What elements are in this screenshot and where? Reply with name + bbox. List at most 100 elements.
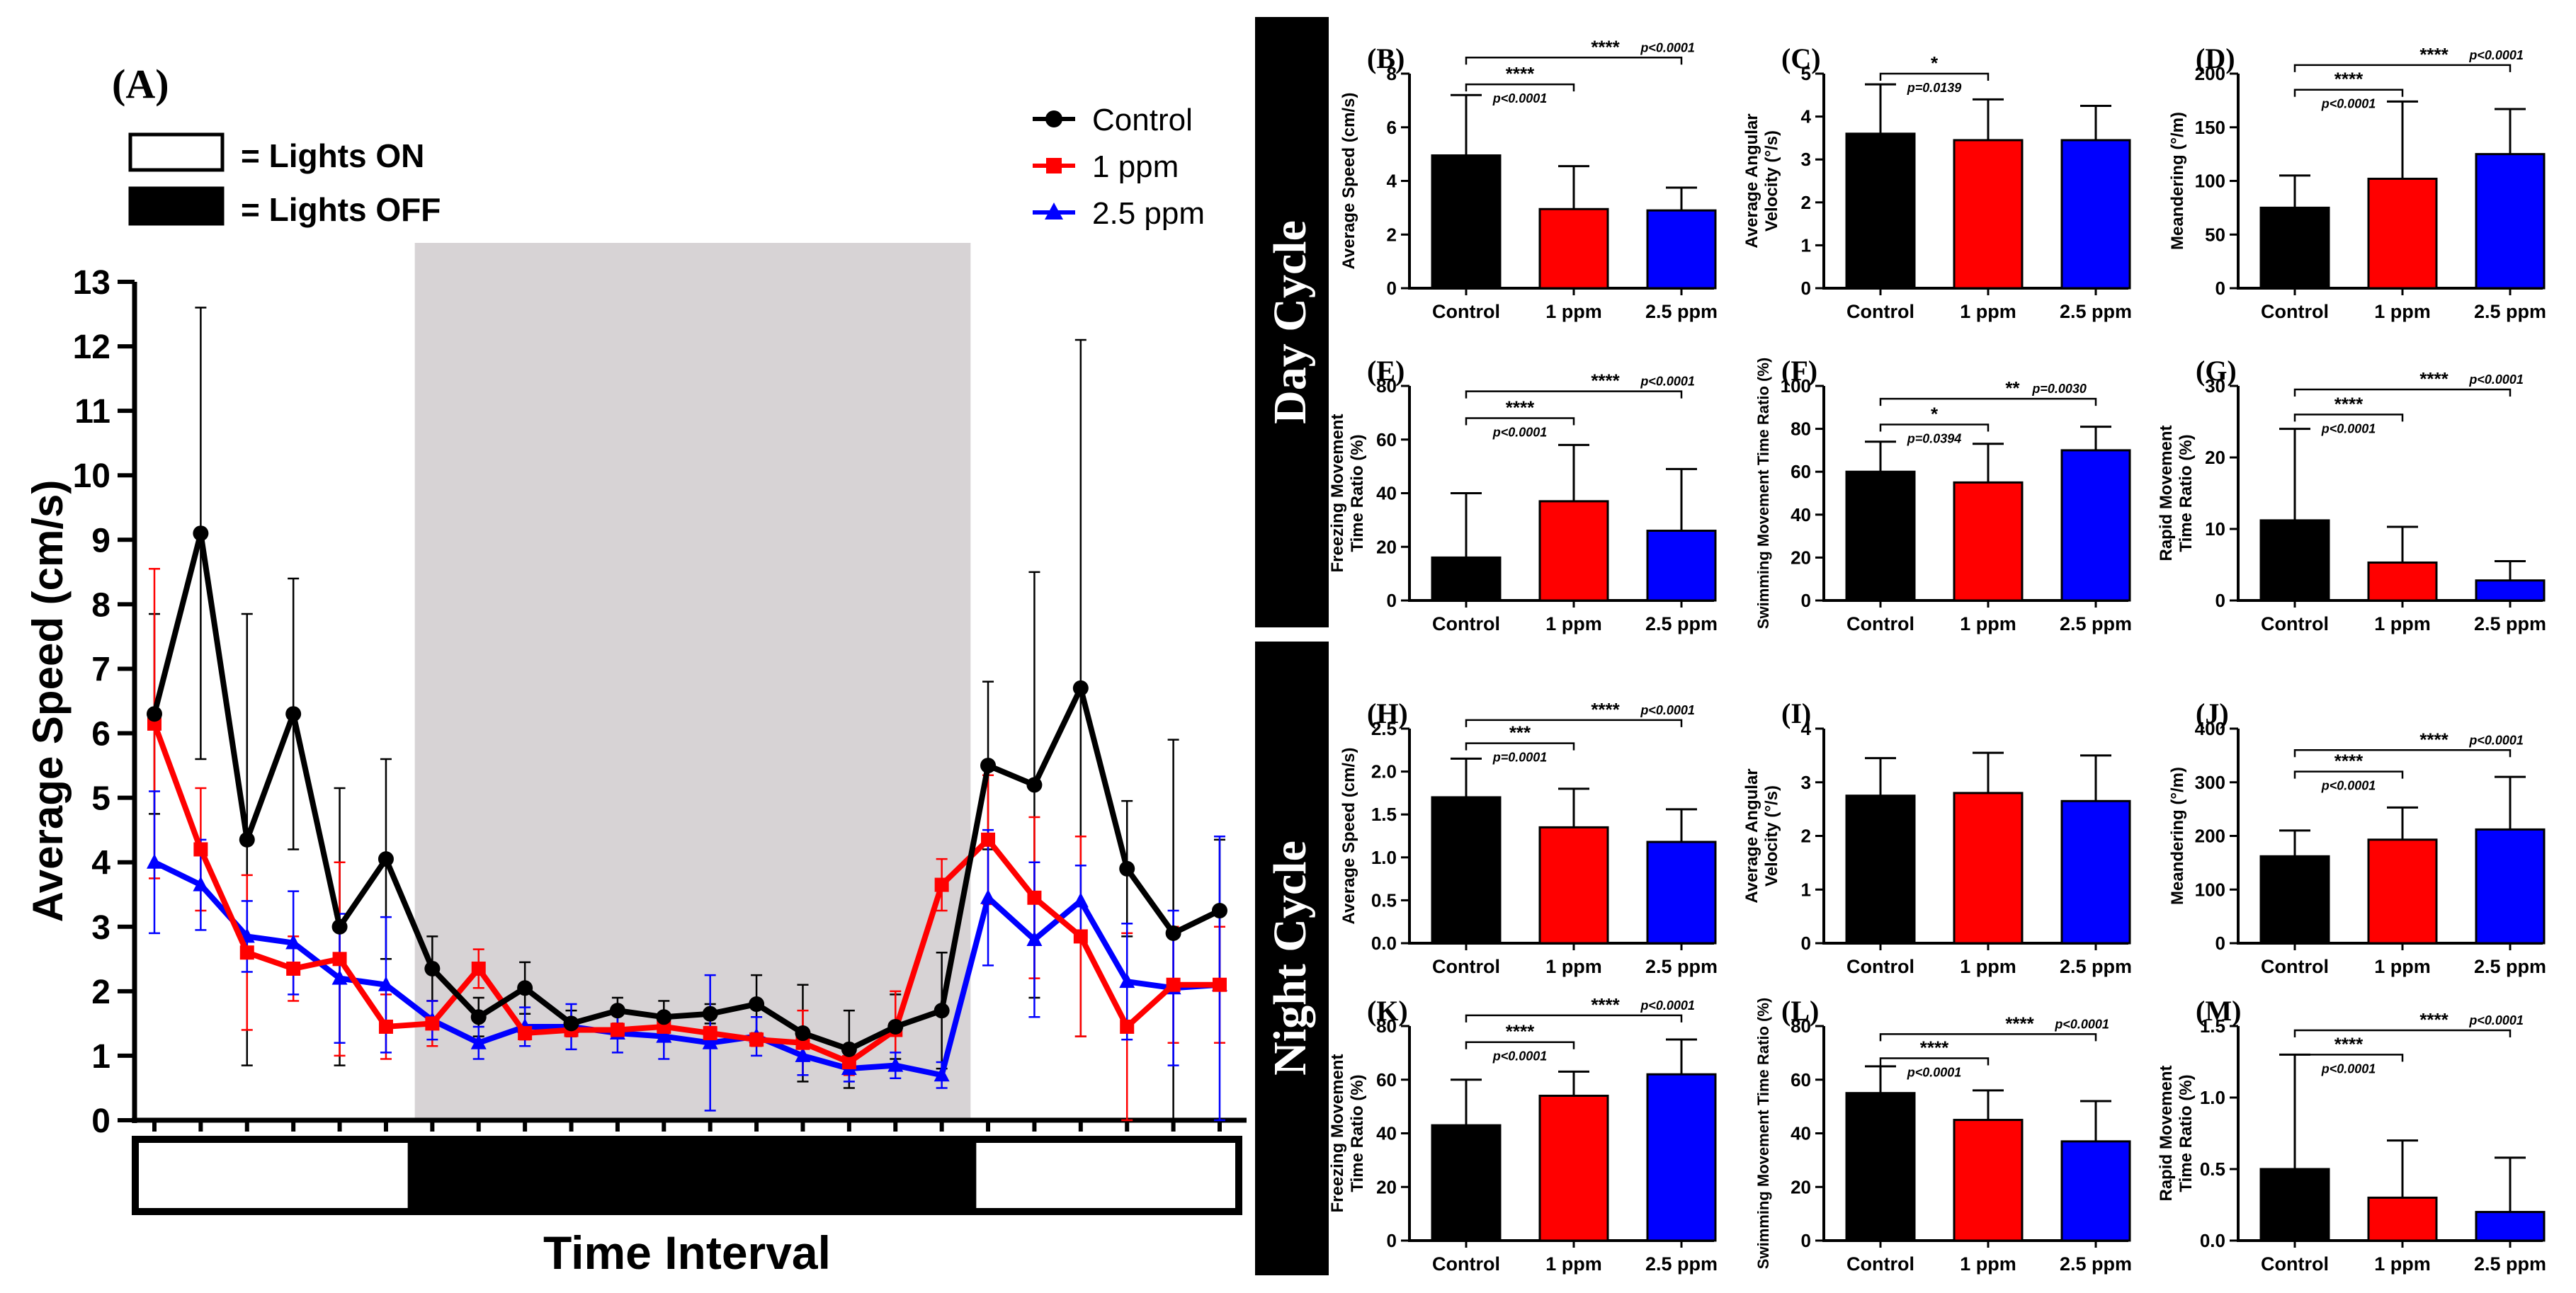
point-1ppm [518, 1026, 533, 1041]
y-tick-label: 200 [2195, 826, 2225, 847]
x-tick-label: Control [1846, 301, 1914, 322]
y-tick-label: 150 [2195, 117, 2225, 138]
point-1ppm [471, 961, 486, 976]
significance-bracket [2293, 64, 2512, 72]
bar-control [2259, 1168, 2330, 1242]
p-value: p=0.0030 [2031, 382, 2087, 396]
significance-stars: * [1931, 404, 1939, 425]
y-tick-label: 0 [1801, 590, 1811, 611]
point-control [239, 831, 255, 848]
y-tick-label: 2 [91, 974, 110, 1011]
y-tick-label: 1.5 [1371, 804, 1397, 825]
bar-2-5-ppm [2475, 153, 2546, 290]
y-tick-label: 1.0 [2200, 1087, 2225, 1108]
panel-b: (B) 0 2 4 6 8 Average Speed (cm/s) Control 1 ppm… [1339, 36, 1718, 322]
y-axis-title: Meandering (°/m) [2168, 767, 2187, 905]
point-control [563, 1015, 579, 1032]
panel-a-label: (A) [112, 61, 169, 107]
significance-stars: **** [1506, 63, 1535, 84]
x-tick-label: Control [1846, 613, 1914, 634]
point-control [795, 1025, 811, 1042]
y-tick-label: 0.5 [1371, 889, 1397, 911]
point-control [331, 918, 348, 935]
y-tick-label: 60 [1791, 461, 1811, 482]
bar-control [1845, 132, 1916, 290]
y-axis-title: Swimming Movement Time Ratio (%) [1754, 998, 1772, 1269]
bar-2-5-ppm [1646, 841, 1717, 945]
bar-1-ppm [1538, 826, 1609, 945]
y-axis-title: Average Speed (cm/s) [1339, 93, 1358, 270]
point-control [934, 1003, 950, 1019]
x-tick-label: 1 ppm [1960, 1253, 2016, 1275]
point-control [1026, 777, 1043, 793]
y-tick-label: 100 [2195, 879, 2225, 900]
x-tick-label: 1 ppm [1960, 301, 2016, 322]
point-control [702, 1006, 718, 1022]
point-control [1165, 925, 1181, 941]
bar-1-ppm [1953, 139, 2024, 290]
point-control [841, 1041, 857, 1057]
y-axis-title: Swimming Movement Time Ratio (%) [1754, 358, 1772, 629]
p-value: p<0.0001 [2321, 97, 2376, 111]
y-tick-label: 10 [2205, 518, 2225, 540]
x-tick-label: 2.5 ppm [2060, 1253, 2132, 1275]
p-value: p<0.0001 [2321, 421, 2376, 435]
bar-1-ppm [1538, 500, 1609, 602]
bar-control [1431, 556, 1502, 602]
y-tick-label: 6 [91, 716, 110, 753]
y-tick-label: 0 [1387, 1230, 1397, 1251]
y-tick-label: 20 [1791, 547, 1811, 568]
y-tick-label: 4 [1801, 718, 1812, 739]
bar-2-5-ppm [2060, 139, 2131, 290]
y-tick-label: 1 [1801, 879, 1811, 900]
point-2-5ppm [980, 889, 997, 904]
panel-c: (C) 0 1 2 3 4 5 Average Angular Velocity (°/s) Co… [1742, 42, 2132, 322]
panel-e: (E) 0 20 40 60 80 Freezing Movement Time Ratio … [1328, 355, 1718, 634]
bar-2-5-ppm [2475, 1211, 2546, 1242]
point-2-5ppm [795, 1047, 811, 1062]
panel-l: (L) 0 20 40 60 80 Swimming Movement Time Ratio… [1754, 995, 2132, 1275]
bar-1-ppm [1953, 792, 2024, 945]
point-control [378, 851, 394, 867]
point-2-5ppm [1119, 973, 1135, 989]
night-cycle-label: Night Cycle [1264, 841, 1316, 1076]
significance-stars: **** [1506, 1021, 1535, 1042]
bar-control [1431, 796, 1502, 945]
y-axis-title: Rapid Movement [2157, 425, 2176, 561]
panel-h: (H) 0.0 0.5 1.0 1.5 2.0 2.5 Average Speed (cm/s… [1339, 697, 1718, 977]
bar-2-5-ppm [1646, 1073, 1717, 1242]
y-tick-label: 80 [1791, 1015, 1811, 1037]
y-tick-label: 60 [1376, 429, 1397, 450]
panel-j: (J) 0 100 200 300 400 Meandering (°/m) Control 1… [2168, 697, 2546, 977]
legend-2-5ppm: 2.5 ppm [1092, 196, 1205, 231]
significance-stars: **** [1591, 699, 1620, 720]
significance-bracket [1465, 417, 1575, 426]
panel-label: (L) [1781, 995, 1819, 1027]
point-1ppm [193, 842, 208, 857]
significance-stars: **** [1920, 1037, 1949, 1058]
point-1ppm [934, 877, 949, 892]
p-value: p<0.0001 [2468, 48, 2524, 62]
y-tick-label: 60 [1376, 1069, 1397, 1090]
panel-k: (K) 0 20 40 60 80 Freezing Movement Time Ratio … [1328, 994, 1718, 1275]
y-tick-label: 40 [1791, 1123, 1811, 1144]
point-2-5ppm [147, 853, 162, 869]
panel-i: (I) 0 1 2 3 4 Average Angular Velocity (°/s) Con… [1742, 697, 2132, 977]
y-axis-title: Velocity (°/s) [1762, 785, 1781, 887]
day-cycle-label: Day Cycle [1264, 220, 1316, 424]
y-tick-label: 0 [1801, 1230, 1811, 1251]
y-tick-label: 5 [91, 780, 110, 818]
bar-control [1431, 154, 1502, 290]
point-control [980, 758, 997, 774]
y-tick-label: 12 [73, 329, 110, 366]
bar-1-ppm [1953, 481, 2024, 602]
point-1ppm [286, 961, 301, 976]
point-control [517, 980, 533, 996]
p-value: p<0.0001 [1492, 91, 1548, 106]
significance-stars: **** [1591, 36, 1620, 57]
bar-1-ppm [2367, 177, 2438, 290]
point-2-5ppm [1026, 930, 1043, 946]
point-1ppm [1073, 929, 1088, 944]
series-line-1ppm [152, 722, 1220, 1066]
